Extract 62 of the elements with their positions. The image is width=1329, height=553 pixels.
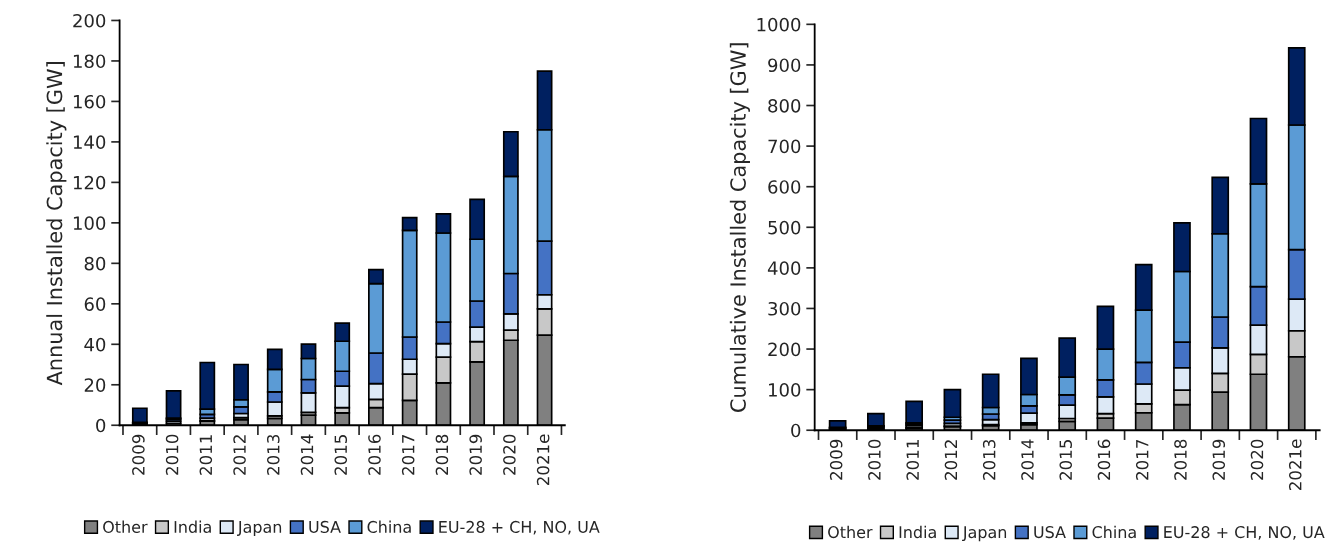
y-tick-label: 800 bbox=[768, 98, 801, 113]
y-tick-label: 160 bbox=[73, 94, 106, 109]
x-tick-label: 2016 bbox=[1097, 439, 1111, 480]
y-tick-label: 500 bbox=[768, 220, 801, 235]
y-tick-label: 700 bbox=[768, 139, 801, 154]
y-tick-label: 100 bbox=[769, 383, 801, 397]
legend-label: China bbox=[367, 520, 411, 533]
x-tick-label: 2021e bbox=[536, 434, 550, 486]
y-tick-label: 900 bbox=[768, 58, 801, 73]
x-tick-label: 2018 bbox=[435, 434, 449, 475]
x-tick-label: 2015 bbox=[334, 435, 348, 475]
legend-label: Other bbox=[828, 525, 873, 539]
legend-label: USA bbox=[1034, 526, 1066, 539]
x-tick-label: 2013 bbox=[982, 439, 996, 480]
x-tick-label: 2014 bbox=[1021, 439, 1034, 480]
x-tick-label: 2020 bbox=[1250, 439, 1264, 480]
y-tick-label: 600 bbox=[768, 180, 801, 194]
legend-label: Japan bbox=[237, 521, 282, 537]
y-tick-label: 1000 bbox=[757, 17, 801, 32]
y-tick-label: 100 bbox=[73, 216, 106, 230]
y-tick-label: 200 bbox=[73, 13, 106, 28]
x-tick-label: 2009 bbox=[829, 439, 843, 480]
y-tick-label: 120 bbox=[73, 175, 106, 190]
x-tick-label: 2015 bbox=[1059, 440, 1073, 480]
x-tick-label: 2021e bbox=[1288, 439, 1302, 491]
x-tick-label: 2013 bbox=[266, 434, 280, 475]
legend-label: USA bbox=[309, 520, 341, 533]
x-tick-label: 2009 bbox=[132, 434, 145, 475]
x-tick-label: 2019 bbox=[1212, 439, 1226, 480]
legend-label: Other bbox=[103, 520, 148, 533]
x-tick-label: 2010 bbox=[868, 439, 881, 480]
y-axis-title: Annual Installed Capacity [GW] bbox=[46, 62, 67, 386]
x-tick-label: 2018 bbox=[1174, 439, 1187, 480]
x-tick-label: 2010 bbox=[165, 434, 179, 475]
x-tick-label: 2019 bbox=[469, 434, 482, 475]
x-tick-label: 2012 bbox=[233, 435, 246, 475]
legend-label: EU-28 + CH, NO, UA bbox=[1164, 526, 1325, 540]
y-tick-label: 400 bbox=[767, 261, 801, 275]
legend-label: India bbox=[899, 525, 936, 539]
y-tick-label: 20 bbox=[84, 378, 106, 392]
x-tick-label: 2011 bbox=[199, 435, 213, 475]
y-axis-title: Cumulative Installed Capacity [GW] bbox=[729, 43, 750, 412]
x-tick-label: 2020 bbox=[503, 434, 516, 475]
legend-label: Japan bbox=[962, 526, 1007, 542]
y-tick-label: 140 bbox=[73, 135, 106, 150]
legend-label: India bbox=[174, 520, 211, 533]
x-tick-label: 2012 bbox=[944, 440, 958, 480]
y-tick-label: 0 bbox=[96, 418, 106, 433]
x-tick-label: 2011 bbox=[906, 440, 919, 480]
legend-label: EU-28 + CH, NO, UA bbox=[439, 520, 600, 535]
y-tick-label: 300 bbox=[768, 301, 801, 316]
y-tick-label: 40 bbox=[84, 337, 106, 352]
x-tick-label: 2017 bbox=[1135, 439, 1149, 480]
y-tick-label: 180 bbox=[73, 54, 106, 69]
y-tick-label: 0 bbox=[791, 423, 801, 438]
y-tick-label: 60 bbox=[84, 297, 106, 311]
y-tick-label: 200 bbox=[768, 342, 801, 357]
x-tick-label: 2016 bbox=[368, 434, 381, 475]
legend-label: China bbox=[1092, 525, 1136, 539]
x-tick-label: 2014 bbox=[300, 434, 314, 475]
x-tick-label: 2017 bbox=[401, 435, 415, 475]
y-tick-label: 80 bbox=[84, 256, 106, 271]
